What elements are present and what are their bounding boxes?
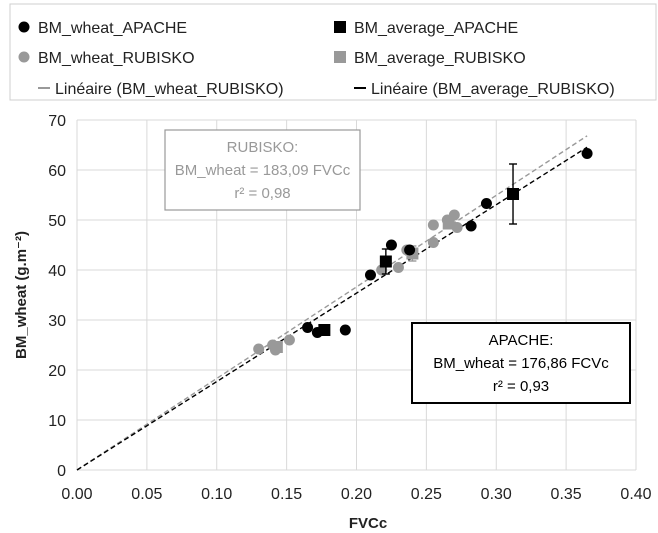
x-tick-label: 0.30 — [481, 486, 512, 503]
y-tick-label: 70 — [48, 113, 66, 130]
legend-label: BM_average_RUBISKO — [354, 50, 526, 67]
annotations: RUBISKO: BM_wheat = 183,09 FVCc r² = 0,98 A… — [164, 129, 631, 404]
legend-label: BM_wheat_RUBISKO — [38, 50, 195, 67]
y-tick-label: 40 — [48, 263, 66, 280]
annotation-text-rubisko: BM_wheat = 183,09 FVCc — [175, 162, 351, 179]
annotation-text-rubisko: r² = 0,98 — [234, 185, 290, 202]
data-point — [480, 198, 492, 209]
legend-label: Linéaire (BM_average_RUBISKO) — [371, 81, 615, 98]
x-tick-label: 0.10 — [201, 486, 232, 503]
data-point — [427, 219, 439, 231]
annotation-text-apache: BM_wheat = 176,86 FCVc — [433, 355, 609, 372]
data-point — [253, 343, 265, 355]
x-tick-label: 0.20 — [341, 486, 372, 503]
data-point — [283, 334, 295, 346]
tick-labels: 0.00 0.05 0.10 0.15 0.20 0.25 0.30 0.35 0.40 0 10 2… — [48, 113, 651, 503]
annotation-text-apache: APACHE: — [489, 332, 554, 349]
legend-label: Linéaire (BM_wheat_RUBISKO) — [55, 81, 284, 98]
x-tick-label: 0.40 — [620, 486, 651, 503]
x-tick-label: 0.15 — [271, 486, 302, 503]
data-point — [302, 322, 314, 333]
x-tick-label: 0.00 — [61, 486, 92, 503]
trendlines — [76, 135, 588, 471]
y-tick-label: 0 — [57, 463, 66, 480]
x-tick-label: 0.25 — [411, 486, 442, 503]
annotation-box-apache — [411, 322, 631, 404]
x-tick-label: 0.05 — [131, 486, 162, 503]
y-tick-label: 30 — [48, 313, 66, 330]
data-point — [404, 244, 416, 256]
annotation-text-rubisko: RUBISKO: — [227, 139, 299, 156]
y-tick-label: 10 — [48, 413, 66, 430]
data-point — [270, 341, 283, 353]
legend-swatch — [18, 51, 30, 63]
data-marks — [253, 148, 593, 356]
legend-swatch — [334, 21, 346, 33]
data-point — [507, 188, 520, 200]
y-tick-label: 20 — [48, 363, 66, 380]
trendline — [76, 146, 588, 471]
trendline — [76, 135, 588, 471]
x-tick-label: 0.35 — [551, 486, 582, 503]
data-point — [379, 255, 392, 268]
annotation-text-apache: r² = 0,93 — [493, 378, 549, 395]
annotation-box-rubisko — [164, 129, 361, 211]
data-point — [442, 217, 455, 230]
data-point — [364, 269, 376, 281]
data-point — [427, 237, 439, 248]
y-axis-title: BM_wheat (g.m⁻²) — [13, 231, 30, 359]
x-axis-title: FVCc — [349, 515, 387, 532]
legend-label: BM_average_APACHE — [354, 20, 518, 37]
data-point — [339, 324, 351, 336]
y-tick-label: 50 — [48, 213, 66, 230]
data-point — [392, 262, 404, 273]
legend-label: BM_wheat_APACHE — [38, 20, 187, 37]
y-tick-label: 60 — [48, 163, 66, 180]
legend: BM_wheat_APACHE BM_average_APACHE BM_wheat… — [9, 3, 657, 101]
data-point — [581, 148, 593, 159]
legend-frame — [9, 3, 657, 101]
legend-swatch — [334, 51, 346, 63]
legend-swatch — [18, 21, 30, 33]
data-point — [385, 239, 397, 251]
data-point — [318, 324, 331, 336]
data-point — [465, 220, 477, 232]
